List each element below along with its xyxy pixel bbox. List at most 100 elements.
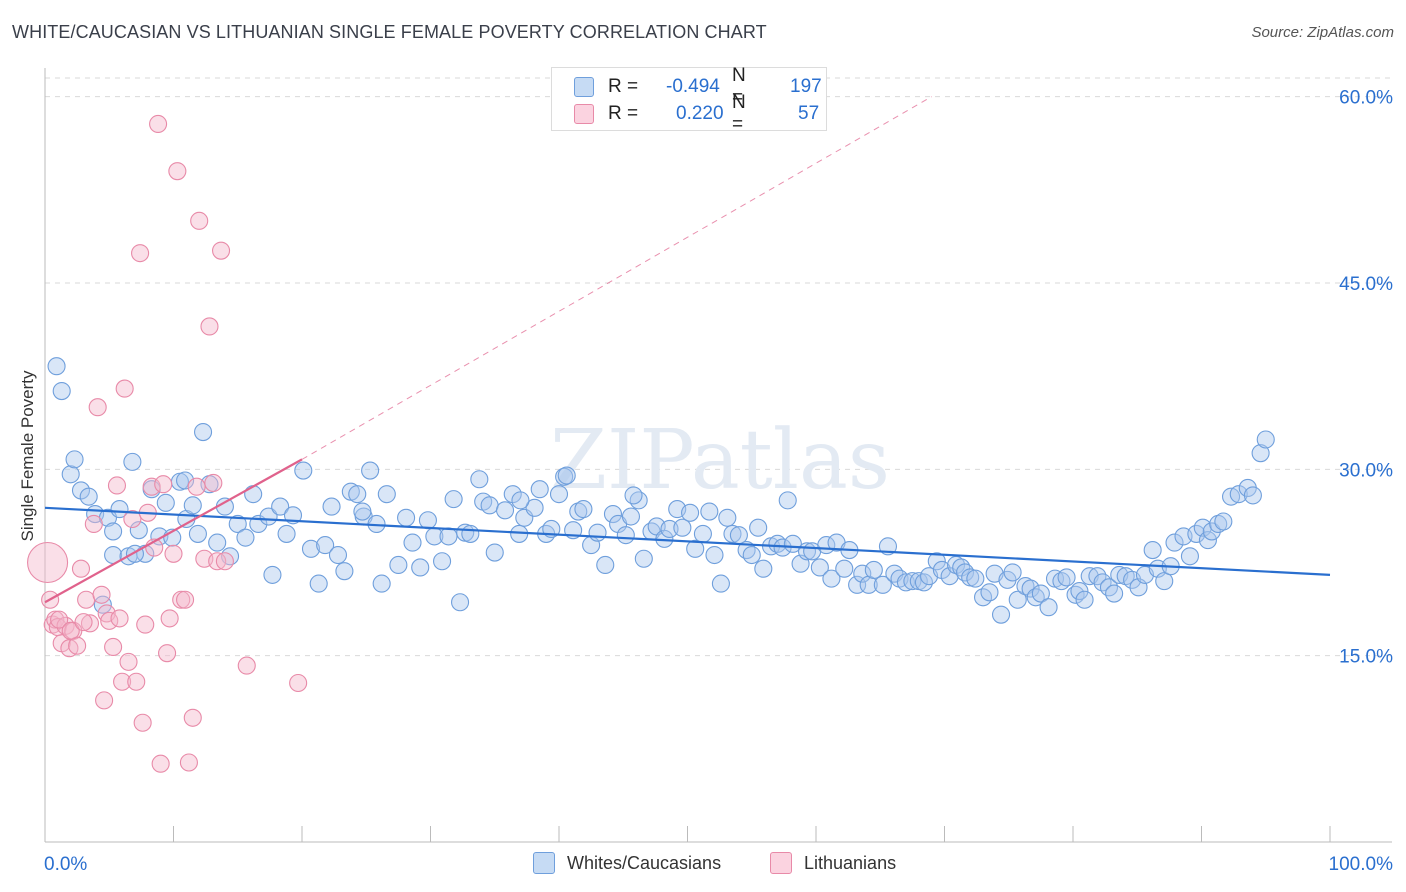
data-point-whites	[1256, 430, 1275, 449]
data-point-lithuanians	[74, 613, 93, 632]
legend-r-label: R =	[608, 76, 639, 97]
data-point-whites	[511, 491, 530, 510]
data-point-lithuanians	[131, 244, 150, 263]
legend-r-value: 0.220	[676, 103, 724, 124]
data-point-whites	[188, 524, 207, 543]
series-lithuanians-points	[27, 114, 308, 773]
data-point-whites	[348, 485, 367, 504]
data-point-whites	[461, 524, 480, 543]
data-point-whites	[711, 574, 730, 593]
data-point-whites	[263, 565, 282, 584]
data-point-whites	[93, 595, 112, 614]
data-point-whites	[621, 507, 641, 526]
data-point-lithuanians	[46, 610, 65, 629]
data-point-whites	[389, 555, 408, 575]
data-point-lithuanians	[107, 476, 127, 495]
data-point-whites	[183, 496, 202, 515]
data-point-whites	[864, 560, 883, 579]
data-point-whites	[1143, 541, 1162, 560]
legend-swatch-pink	[770, 852, 792, 874]
data-point-whites	[236, 528, 255, 547]
data-point-whites	[718, 508, 737, 527]
data-point-whites	[629, 491, 648, 510]
data-point-whites	[1180, 547, 1199, 566]
data-point-whites	[65, 450, 84, 469]
data-point-lithuanians	[61, 621, 80, 640]
data-point-whites	[980, 583, 999, 602]
data-point-whites	[271, 497, 290, 516]
data-point-whites	[1202, 522, 1221, 541]
x-tick-label: 100.0%	[1329, 854, 1394, 875]
data-point-whites	[156, 493, 175, 512]
data-point-whites	[1105, 584, 1124, 603]
data-point-whites	[294, 461, 313, 480]
data-point-lithuanians	[172, 590, 191, 609]
data-point-lithuanians	[50, 610, 69, 629]
series-whites-points	[47, 357, 1275, 624]
data-point-whites	[574, 500, 593, 519]
data-point-whites	[1057, 568, 1076, 587]
data-point-whites	[603, 504, 623, 524]
legend-item-label: Lithuanians	[804, 852, 897, 873]
data-point-whites	[228, 514, 247, 534]
data-point-whites	[822, 569, 841, 588]
data-point-whites	[700, 502, 719, 521]
data-point-lithuanians	[80, 614, 100, 633]
data-point-whites	[927, 552, 946, 571]
data-point-whites	[372, 574, 391, 593]
legend-swatch-blue	[533, 852, 555, 874]
data-point-whites	[328, 545, 348, 565]
data-point-whites	[129, 521, 148, 540]
data-point-whites	[495, 501, 515, 520]
correlation-legend: R = -0.494 N = 197 R = 0.220 N = 57	[551, 65, 827, 135]
data-point-whites	[530, 480, 549, 499]
data-point-lithuanians	[95, 691, 114, 710]
data-point-whites	[1155, 572, 1174, 591]
x-tick-labels: 0.0% 100.0%	[44, 854, 1393, 875]
data-point-whites	[1165, 533, 1184, 552]
data-point-whites	[873, 575, 892, 594]
data-point-lithuanians	[215, 552, 234, 571]
legend-r-label: R =	[608, 103, 639, 124]
data-point-whites	[729, 526, 748, 545]
data-point-whites	[480, 496, 499, 515]
data-point-whites	[353, 502, 372, 521]
data-point-whites	[1008, 590, 1027, 609]
data-point-whites	[835, 559, 854, 578]
data-point-lithuanians	[119, 652, 138, 671]
data-point-whites	[322, 497, 341, 516]
y-tick-labels: 15.0% 30.0% 45.0% 60.0%	[1339, 88, 1393, 668]
data-point-lithuanians	[115, 379, 134, 398]
data-point-whites	[1075, 590, 1094, 609]
data-point-whites	[61, 465, 80, 484]
data-point-whites	[956, 563, 975, 582]
data-point-whites	[433, 552, 452, 571]
data-point-whites	[418, 511, 437, 530]
data-point-lithuanians	[158, 644, 177, 663]
data-point-whites	[778, 491, 797, 510]
data-point-whites	[569, 502, 588, 521]
data-point-whites	[810, 558, 829, 577]
data-point-whites	[903, 572, 922, 591]
data-point-whites	[1021, 579, 1040, 598]
data-point-whites	[896, 573, 916, 592]
data-point-lithuanians	[151, 754, 170, 773]
data-point-lithuanians	[133, 713, 152, 732]
data-point-whites	[110, 500, 129, 519]
data-point-whites	[361, 461, 380, 480]
data-point-whites	[966, 569, 985, 588]
data-point-lithuanians	[204, 473, 223, 493]
data-point-lithuanians	[208, 552, 227, 571]
watermark: ZIPatlas	[550, 413, 890, 508]
series-legend: Whites/Caucasians Lithuanians	[0, 852, 1406, 876]
source-label: Source: ZipAtlas.com	[1251, 24, 1394, 41]
trend-line-lithuanians-extension	[301, 96, 932, 460]
data-point-lithuanians	[110, 609, 129, 628]
data-point-whites	[853, 564, 872, 583]
data-point-whites	[208, 533, 227, 552]
data-point-whites	[316, 536, 335, 555]
data-point-lithuanians	[84, 514, 103, 534]
data-point-lithuanians	[187, 477, 206, 496]
data-point-lithuanians	[77, 590, 96, 609]
data-point-whites	[596, 555, 615, 575]
